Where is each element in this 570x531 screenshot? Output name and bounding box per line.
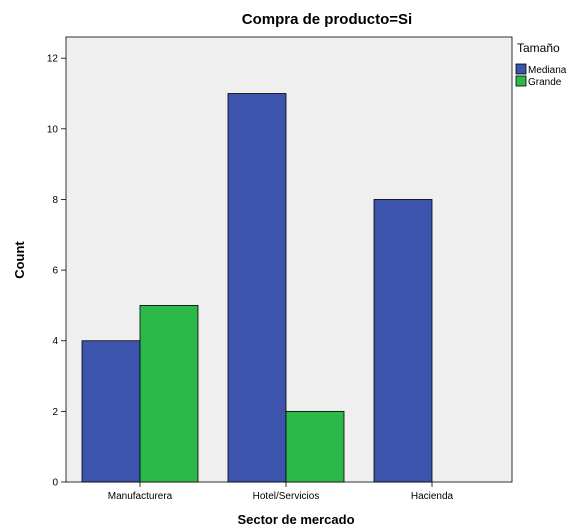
- legend-label-grande: Grande: [528, 77, 562, 88]
- y-axis-ticks: 0 2 4 6 8 10 12: [47, 54, 66, 489]
- x-tick-label: Manufacturera: [108, 491, 173, 502]
- y-tick-label: 12: [47, 54, 59, 65]
- legend-swatch-grande: [515, 75, 527, 87]
- bar-mediana-2: [373, 199, 433, 483]
- bar-grande-0: [139, 305, 199, 483]
- y-tick-label: 10: [47, 124, 59, 135]
- x-axis-label: Sector de mercado: [237, 512, 354, 527]
- x-axis-ticks: Manufacturera Hotel/Servicios Hacienda: [108, 482, 454, 502]
- x-tick-label: Hacienda: [411, 491, 454, 502]
- legend-title: Tamaño: [517, 41, 560, 55]
- bar-mediana-0: [81, 340, 141, 483]
- legend-swatch-mediana: [515, 63, 527, 75]
- chart-title: Compra de producto=Si: [242, 11, 412, 28]
- x-tick-label: Hotel/Servicios: [253, 491, 320, 502]
- y-tick-label: 8: [52, 195, 58, 206]
- y-tick-label: 0: [52, 478, 58, 489]
- bar-grande-1: [285, 410, 345, 483]
- bar-mediana-1: [227, 93, 287, 483]
- y-tick-label: 4: [52, 336, 58, 347]
- y-axis-label: Count: [12, 241, 27, 279]
- legend-label-mediana: Mediana: [528, 65, 567, 76]
- y-tick-label: 2: [52, 407, 58, 418]
- bars-group: [81, 93, 433, 483]
- y-tick-label: 6: [52, 266, 58, 277]
- legend: Tamaño Mediana Grande: [515, 41, 567, 88]
